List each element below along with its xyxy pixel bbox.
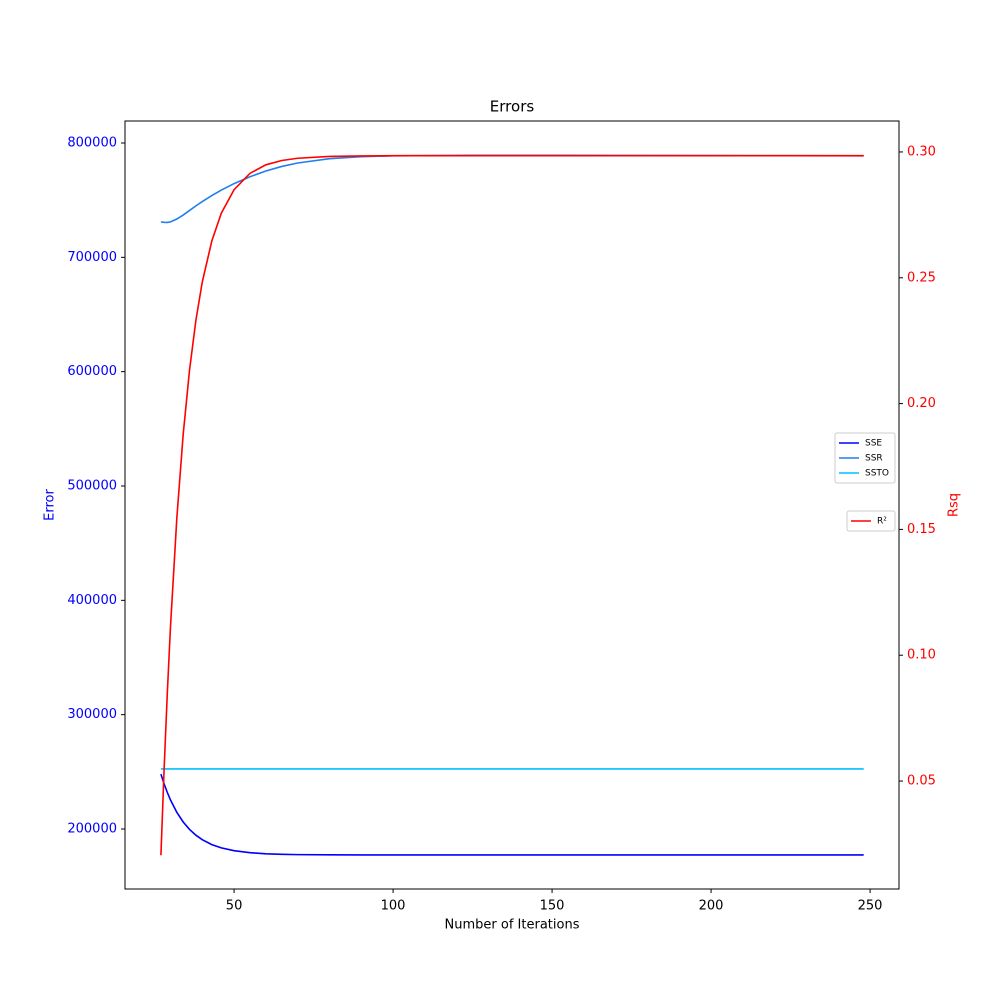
x-tick-label: 100: [381, 899, 406, 914]
y2-tick-label: 0.20: [907, 396, 936, 411]
series-line: [160, 773, 864, 856]
y2-tick-label: 0.10: [907, 648, 936, 663]
y-tick-label: 700000: [67, 250, 117, 265]
legend-label: SSTO: [865, 469, 889, 479]
x-axis-label: Number of Iterations: [445, 918, 580, 933]
y-tick-label: 400000: [67, 593, 117, 608]
y-tick-label: 800000: [67, 135, 117, 150]
plot-frame: [124, 120, 900, 890]
legend-label: SSE: [865, 439, 882, 449]
y-tick-label: 300000: [67, 707, 117, 722]
x-tick-label: 50: [226, 899, 243, 914]
chart-title: Errors: [490, 98, 535, 116]
y2-tick-label: 0.15: [907, 522, 936, 537]
y2-tick-label: 0.30: [907, 144, 936, 159]
series-line: [160, 154, 864, 856]
y-tick-label: 600000: [67, 364, 117, 379]
x-tick-label: 150: [540, 899, 565, 914]
legend-label: R²: [877, 517, 887, 527]
y2-tick-label: 0.05: [907, 774, 936, 789]
y-axis-label: Error: [43, 489, 58, 521]
x-tick-label: 250: [858, 899, 883, 914]
y2-tick-label: 0.25: [907, 270, 936, 285]
legend-label: SSR: [865, 454, 883, 464]
x-tick-label: 200: [699, 899, 724, 914]
y-tick-label: 200000: [67, 821, 117, 836]
y2-axis-label: Rsq: [947, 493, 962, 517]
y-tick-label: 500000: [67, 478, 117, 493]
legend-box: [834, 432, 896, 484]
